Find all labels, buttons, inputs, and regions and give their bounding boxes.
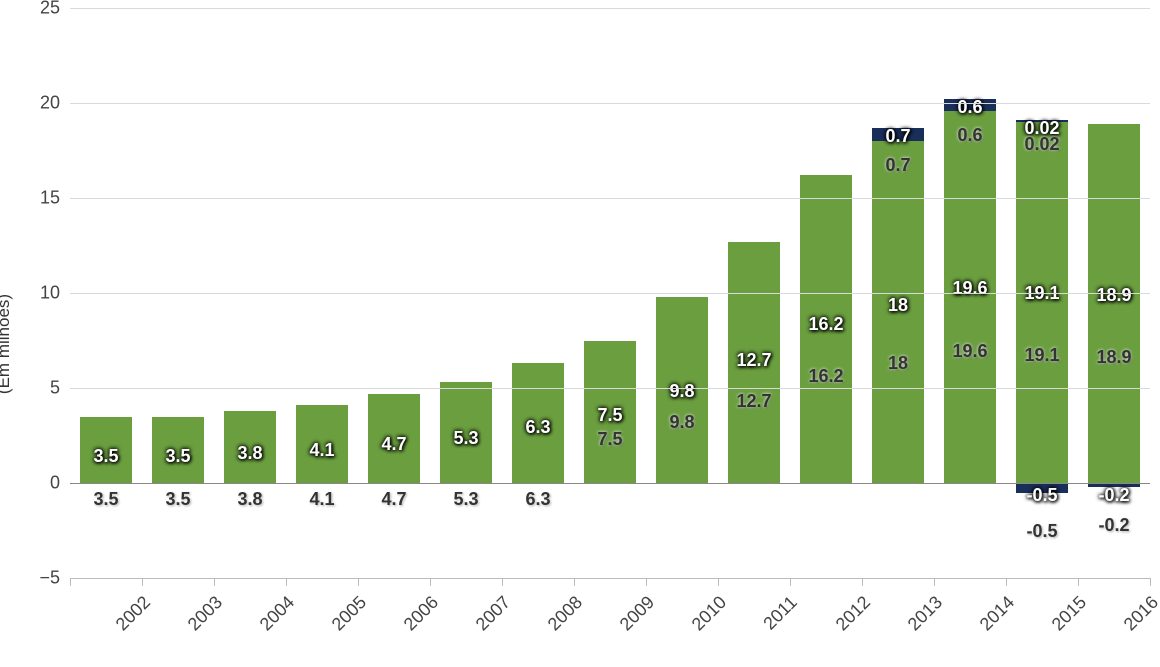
- value-label-main: 19.6: [952, 278, 987, 299]
- x-axis-label: 2006: [400, 592, 443, 635]
- x-tick: [214, 578, 215, 586]
- x-axis-label: 2015: [1048, 592, 1091, 635]
- gridline: [70, 103, 1150, 104]
- value-label-main: 3.5: [93, 446, 118, 467]
- x-axis-label: 2004: [256, 592, 299, 635]
- y-tick-label: 5: [0, 378, 60, 399]
- x-axis-label: 2005: [328, 592, 371, 635]
- x-axis-label: 2012: [832, 592, 875, 635]
- x-axis-label: 2011: [759, 592, 801, 634]
- value-label-main-echo: 12.7: [736, 391, 771, 412]
- value-label-main: 18: [888, 295, 908, 316]
- value-label-main: 3.8: [237, 443, 262, 464]
- value-label-main: 6.3: [525, 417, 550, 438]
- value-label-main-echo: 3.8: [237, 489, 262, 510]
- x-axis: 2002 2003 2004 2005 2006 2007 2008 2009 2010 2011…: [70, 578, 1150, 658]
- value-label-main-echo: 19.1: [1024, 345, 1059, 366]
- x-axis-label: 2016: [1120, 592, 1160, 635]
- value-label-main: 4.7: [381, 434, 406, 455]
- value-label-main-echo: 18.9: [1096, 347, 1131, 368]
- x-tick: [574, 578, 575, 586]
- x-axis-label: 2014: [976, 592, 1019, 635]
- y-tick-label: 20: [0, 93, 60, 114]
- x-tick: [1078, 578, 1079, 586]
- value-label-secondary-echo: 0.02: [1024, 134, 1059, 155]
- value-label-main: 12.7: [736, 350, 771, 371]
- value-label-secondary-echo: 0.7: [885, 155, 910, 176]
- x-tick: [646, 578, 647, 586]
- x-axis-label: 2003: [184, 592, 227, 635]
- value-label-main: 5.3: [453, 428, 478, 449]
- value-label-main-echo: 3.5: [165, 489, 190, 510]
- value-label-main-echo: 4.1: [309, 489, 334, 510]
- x-axis-label: 2008: [544, 592, 587, 635]
- value-label-negative-echo: -0.5: [1026, 521, 1057, 542]
- x-tick: [862, 578, 863, 586]
- x-tick: [934, 578, 935, 586]
- value-label-main: 18.9: [1096, 285, 1131, 306]
- x-tick: [1150, 578, 1151, 586]
- x-tick: [142, 578, 143, 586]
- x-axis-label: 2007: [472, 592, 515, 635]
- value-label-negative: -0.2: [1098, 485, 1129, 506]
- y-tick-label: −5: [0, 568, 60, 589]
- x-tick: [718, 578, 719, 586]
- value-label-negative-echo: -0.2: [1098, 515, 1129, 536]
- value-label-main-echo: 9.8: [669, 412, 694, 433]
- value-label-main-echo: 16.2: [808, 366, 843, 387]
- gridline: [70, 198, 1150, 199]
- zero-line: [70, 483, 1150, 484]
- x-tick: [70, 578, 71, 586]
- x-tick: [790, 578, 791, 586]
- value-label-main-echo: 4.7: [381, 489, 406, 510]
- value-label-main-echo: 7.5: [597, 429, 622, 450]
- y-tick-label: 15: [0, 188, 60, 209]
- value-label-main: 7.5: [597, 405, 622, 426]
- y-tick-label: 10: [0, 283, 60, 304]
- value-label-secondary: 0.6: [957, 97, 982, 118]
- y-tick-label: 25: [0, 0, 60, 19]
- value-label-main-echo: 18: [888, 353, 908, 374]
- value-label-negative: -0.5: [1026, 485, 1057, 506]
- value-label-main: 3.5: [165, 446, 190, 467]
- value-label-main-echo: 3.5: [93, 489, 118, 510]
- gridline: [70, 293, 1150, 294]
- value-label-secondary: 0.7: [885, 126, 910, 147]
- value-label-main: 9.8: [669, 381, 694, 402]
- value-label-main: 4.1: [309, 440, 334, 461]
- x-tick: [502, 578, 503, 586]
- gridline: [70, 8, 1150, 9]
- x-tick: [430, 578, 431, 586]
- gridline: [70, 388, 1150, 389]
- value-label-main-echo: 5.3: [453, 489, 478, 510]
- value-label-main-echo: 19.6: [952, 341, 987, 362]
- plot-area: 3.5 3.5 3.5 3.5 3.8 3.8 4.1 4.1 4.7 4.7 5.3 5.3 6.3 6…: [70, 8, 1150, 579]
- value-label-main: 16.2: [808, 314, 843, 335]
- y-tick-label: 0: [0, 473, 60, 494]
- x-axis-label: 2010: [688, 592, 731, 635]
- x-axis-label: 2002: [112, 592, 155, 635]
- value-label-main-echo: 6.3: [525, 489, 550, 510]
- x-axis-label: 2009: [616, 592, 659, 635]
- value-label-secondary-echo: 0.6: [957, 125, 982, 146]
- x-tick: [1006, 578, 1007, 586]
- x-tick: [358, 578, 359, 586]
- chart-container: (Em milhões) 3.53.53.53.53.83.84.14.14.7…: [0, 0, 1160, 667]
- x-tick: [286, 578, 287, 586]
- x-axis-label: 2013: [904, 592, 947, 635]
